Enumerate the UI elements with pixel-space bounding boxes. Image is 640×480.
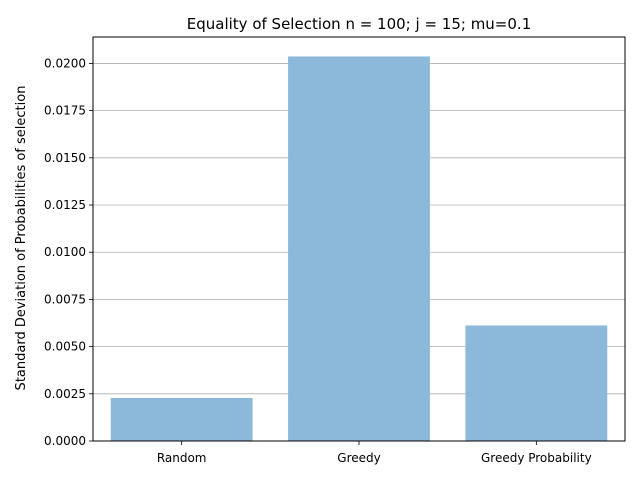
- y-tick-label: 0.0200: [44, 56, 86, 70]
- y-tick-label: 0.0150: [44, 151, 86, 165]
- y-tick-label: 0.0175: [44, 104, 86, 118]
- bar-random: [110, 397, 253, 441]
- y-tick-label: 0.0050: [44, 340, 86, 354]
- x-tick-label: Greedy Probability: [481, 451, 592, 465]
- bar-greedy: [288, 56, 430, 442]
- y-tick-label: 0.0100: [44, 245, 86, 259]
- bar-greedy-probability: [465, 325, 608, 441]
- y-tick-label: 0.0025: [44, 387, 86, 401]
- x-tick-label: Greedy: [337, 451, 380, 465]
- x-axis-ticks: Random Greedy Greedy Probability: [157, 441, 592, 465]
- x-tick-label: Random: [157, 451, 207, 465]
- y-tick-label: 0.0000: [44, 434, 86, 448]
- y-axis-label: Standard Deviation of Probabilities of s…: [14, 86, 29, 391]
- y-tick-label: 0.0075: [44, 292, 86, 306]
- bars: [110, 56, 608, 442]
- y-axis-ticks: 0.0000 0.0025 0.0050 0.0075 0.0100 0.0125 0.01…: [44, 56, 93, 448]
- y-tick-label: 0.0125: [44, 198, 86, 212]
- chart-title: Equality of Selection n = 100; j = 15; m…: [187, 15, 531, 33]
